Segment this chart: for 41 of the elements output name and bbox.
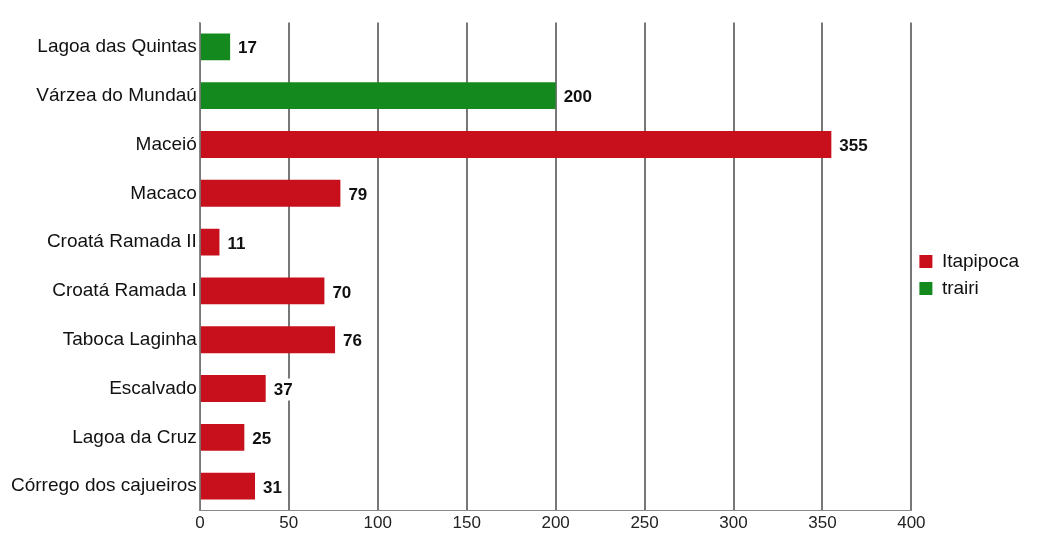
bar bbox=[200, 423, 245, 451]
x-tick-label: 300 bbox=[719, 513, 748, 533]
data-label: 70 bbox=[332, 282, 352, 302]
y-tick-label: Escalvado bbox=[109, 376, 197, 398]
bar bbox=[200, 277, 325, 305]
bar bbox=[200, 228, 220, 256]
x-tick-label: 200 bbox=[541, 513, 570, 533]
data-label: 355 bbox=[839, 136, 868, 156]
bar bbox=[200, 375, 266, 402]
y-tick-label: Várzea do Mundaú bbox=[36, 83, 197, 105]
y-tick-label: Maceió bbox=[135, 132, 197, 154]
data-label: 37 bbox=[273, 380, 293, 400]
x-tick-label: 100 bbox=[363, 513, 392, 533]
data-label: 11 bbox=[227, 233, 246, 253]
bar bbox=[200, 82, 556, 110]
data-label: 79 bbox=[348, 184, 368, 204]
y-tick-label: Croatá Ramada I bbox=[52, 279, 197, 301]
y-tick-label: Lagoa da Cruz bbox=[72, 425, 197, 447]
legend-label: Itapipoca bbox=[941, 249, 1020, 271]
data-label: 25 bbox=[252, 429, 272, 449]
y-tick-label: Macaco bbox=[130, 181, 197, 203]
bar bbox=[200, 472, 256, 500]
bar bbox=[200, 131, 832, 158]
data-label: 200 bbox=[563, 87, 592, 107]
x-tick-label: 50 bbox=[279, 513, 299, 533]
y-tick-label: Lagoa das Quintas bbox=[37, 35, 197, 57]
legend-label: trairi bbox=[941, 276, 979, 298]
data-label: 31 bbox=[263, 477, 282, 497]
y-tick-label: Croatá Ramada II bbox=[46, 230, 197, 252]
data-label: 17 bbox=[238, 38, 258, 58]
x-tick-label: 350 bbox=[808, 513, 837, 533]
data-label: 76 bbox=[343, 331, 362, 351]
x-tick-label: 150 bbox=[452, 513, 481, 533]
x-tick-label: 400 bbox=[897, 513, 926, 533]
x-tick-label: 0 bbox=[195, 513, 205, 533]
y-tick-label: Taboca Laginha bbox=[62, 327, 198, 349]
bar bbox=[200, 326, 336, 354]
bar bbox=[200, 179, 341, 207]
bar bbox=[200, 33, 231, 61]
x-tick-label: 250 bbox=[630, 513, 659, 533]
y-tick-label: Córrego dos cajueiros bbox=[11, 474, 197, 496]
